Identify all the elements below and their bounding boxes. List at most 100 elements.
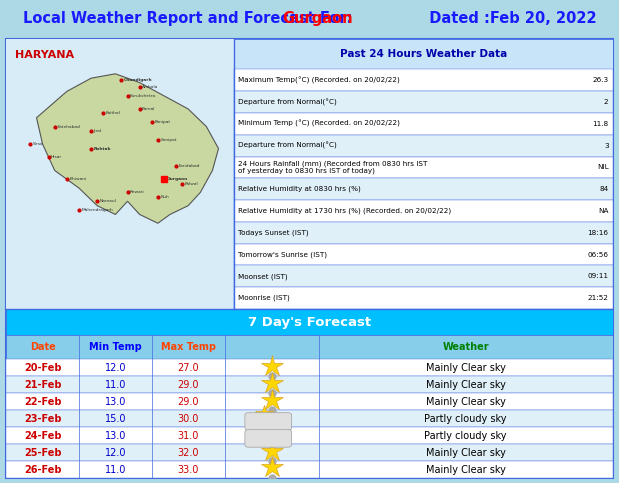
Text: Narnaul: Narnaul (100, 199, 116, 203)
Text: Rewari: Rewari (130, 190, 145, 195)
Text: 20-Feb: 20-Feb (24, 363, 61, 373)
Text: Relative Humidity at 1730 hrs (%) (Recorded. on 20/02/22): Relative Humidity at 1730 hrs (%) (Recor… (238, 208, 451, 214)
Text: Max Temp: Max Temp (161, 342, 215, 353)
Text: Date: Date (30, 342, 56, 353)
Text: 24-Feb: 24-Feb (24, 431, 61, 441)
FancyBboxPatch shape (6, 39, 233, 309)
Text: Mainly Clear sky: Mainly Clear sky (426, 448, 506, 458)
Text: Rohtak: Rohtak (93, 146, 111, 151)
Text: Karnal: Karnal (142, 107, 155, 111)
FancyBboxPatch shape (6, 335, 613, 359)
Text: 11.8: 11.8 (592, 121, 608, 127)
Text: 15.0: 15.0 (105, 414, 126, 424)
FancyBboxPatch shape (233, 156, 613, 178)
Text: 27.0: 27.0 (178, 363, 199, 373)
FancyBboxPatch shape (6, 444, 613, 461)
Text: 84: 84 (599, 186, 608, 192)
Text: 7 Day's Forecast: 7 Day's Forecast (248, 315, 371, 328)
Text: 06:56: 06:56 (587, 252, 608, 257)
Text: Panipat: Panipat (154, 120, 170, 124)
Text: 13.0: 13.0 (105, 397, 126, 407)
Text: NIL: NIL (597, 164, 608, 170)
Text: 11.0: 11.0 (105, 380, 126, 390)
Text: Minimum Temp (°C) (Recorded. on 20/02/22): Minimum Temp (°C) (Recorded. on 20/02/22… (238, 120, 400, 128)
Text: Mahendragarh: Mahendragarh (82, 208, 113, 212)
Text: Nuh: Nuh (160, 195, 169, 199)
FancyBboxPatch shape (233, 243, 613, 265)
Text: Mainly Clear sky: Mainly Clear sky (426, 397, 506, 407)
Text: 18:16: 18:16 (587, 230, 608, 236)
FancyBboxPatch shape (6, 359, 613, 376)
FancyBboxPatch shape (6, 39, 613, 478)
Text: Departure from Normal(°C): Departure from Normal(°C) (238, 99, 337, 106)
Text: Palwal: Palwal (184, 182, 198, 185)
Text: Todays Sunset (IST): Todays Sunset (IST) (238, 229, 308, 236)
Text: 11.0: 11.0 (105, 465, 126, 475)
Text: 2: 2 (604, 99, 608, 105)
Text: Chandigarh: Chandigarh (124, 78, 152, 83)
Text: Kaithal: Kaithal (106, 112, 121, 115)
Text: 12.0: 12.0 (105, 448, 126, 458)
FancyBboxPatch shape (6, 393, 613, 411)
Text: Min Temp: Min Temp (89, 342, 142, 353)
Text: 21-Feb: 21-Feb (24, 380, 61, 390)
Text: Moonrise (IST): Moonrise (IST) (238, 295, 290, 301)
Text: Sirsa: Sirsa (33, 142, 43, 146)
Text: 09:11: 09:11 (587, 273, 608, 279)
Text: 13.0: 13.0 (105, 431, 126, 441)
Text: 33.0: 33.0 (178, 465, 199, 475)
Text: Moonset (IST): Moonset (IST) (238, 273, 288, 280)
Text: HARYANA: HARYANA (15, 50, 74, 59)
Text: 21:52: 21:52 (587, 295, 608, 301)
Text: NA: NA (598, 208, 608, 214)
FancyBboxPatch shape (233, 91, 613, 113)
FancyBboxPatch shape (6, 376, 613, 393)
Text: Gurgaon: Gurgaon (282, 11, 353, 26)
Text: Local Weather Report and Forecast For:               Dated :Feb 20, 2022: Local Weather Report and Forecast For: D… (23, 11, 596, 26)
Text: Relative Humidity at 0830 hrs (%): Relative Humidity at 0830 hrs (%) (238, 186, 361, 192)
Text: 29.0: 29.0 (178, 397, 199, 407)
Text: 24 Hours Rainfall (mm) (Recorded from 0830 hrs IST
of yesterday to 0830 hrs IST : 24 Hours Rainfall (mm) (Recorded from 08… (238, 160, 427, 174)
Text: 30.0: 30.0 (178, 414, 199, 424)
Text: Weather: Weather (443, 342, 489, 353)
Text: Jind: Jind (93, 129, 102, 133)
Text: Tomorrow's Sunrise (IST): Tomorrow's Sunrise (IST) (238, 251, 327, 258)
Text: Past 24 Hours Weather Data: Past 24 Hours Weather Data (340, 49, 507, 59)
FancyBboxPatch shape (233, 287, 613, 309)
Polygon shape (37, 74, 219, 223)
Text: 26.3: 26.3 (592, 77, 608, 83)
FancyBboxPatch shape (233, 135, 613, 156)
Text: Fatehabad: Fatehabad (57, 125, 80, 128)
Text: 29.0: 29.0 (178, 380, 199, 390)
Text: Maximum Temp(°C) (Recorded. on 20/02/22): Maximum Temp(°C) (Recorded. on 20/02/22) (238, 77, 400, 84)
Text: 25-Feb: 25-Feb (24, 448, 61, 458)
Text: Sonipat: Sonipat (160, 138, 177, 142)
Text: 3: 3 (604, 142, 608, 149)
Text: 26-Feb: 26-Feb (24, 465, 61, 475)
Text: 32.0: 32.0 (178, 448, 199, 458)
Text: Partly cloudy sky: Partly cloudy sky (425, 414, 507, 424)
Text: Hisar: Hisar (51, 156, 62, 159)
Text: 23-Feb: 23-Feb (24, 414, 61, 424)
Text: Departure from Normal(°C): Departure from Normal(°C) (238, 142, 337, 149)
Text: 22-Feb: 22-Feb (24, 397, 61, 407)
FancyBboxPatch shape (6, 461, 613, 478)
Text: Mainly Clear sky: Mainly Clear sky (426, 465, 506, 475)
FancyBboxPatch shape (233, 200, 613, 222)
Text: Mainly Clear sky: Mainly Clear sky (426, 380, 506, 390)
FancyBboxPatch shape (245, 412, 292, 430)
Text: Ambala: Ambala (142, 85, 158, 89)
Text: Partly cloudy sky: Partly cloudy sky (425, 431, 507, 441)
FancyBboxPatch shape (233, 265, 613, 287)
FancyBboxPatch shape (6, 309, 613, 335)
FancyBboxPatch shape (6, 411, 613, 427)
FancyBboxPatch shape (233, 178, 613, 200)
Text: Faridabad: Faridabad (178, 164, 200, 168)
FancyBboxPatch shape (233, 113, 613, 135)
Text: Kurukshetra: Kurukshetra (130, 94, 156, 98)
FancyBboxPatch shape (245, 430, 292, 447)
Text: Gurgaon: Gurgaon (167, 177, 188, 181)
Text: Bhiwani: Bhiwani (69, 177, 87, 181)
Text: 12.0: 12.0 (105, 363, 126, 373)
FancyBboxPatch shape (233, 39, 613, 70)
